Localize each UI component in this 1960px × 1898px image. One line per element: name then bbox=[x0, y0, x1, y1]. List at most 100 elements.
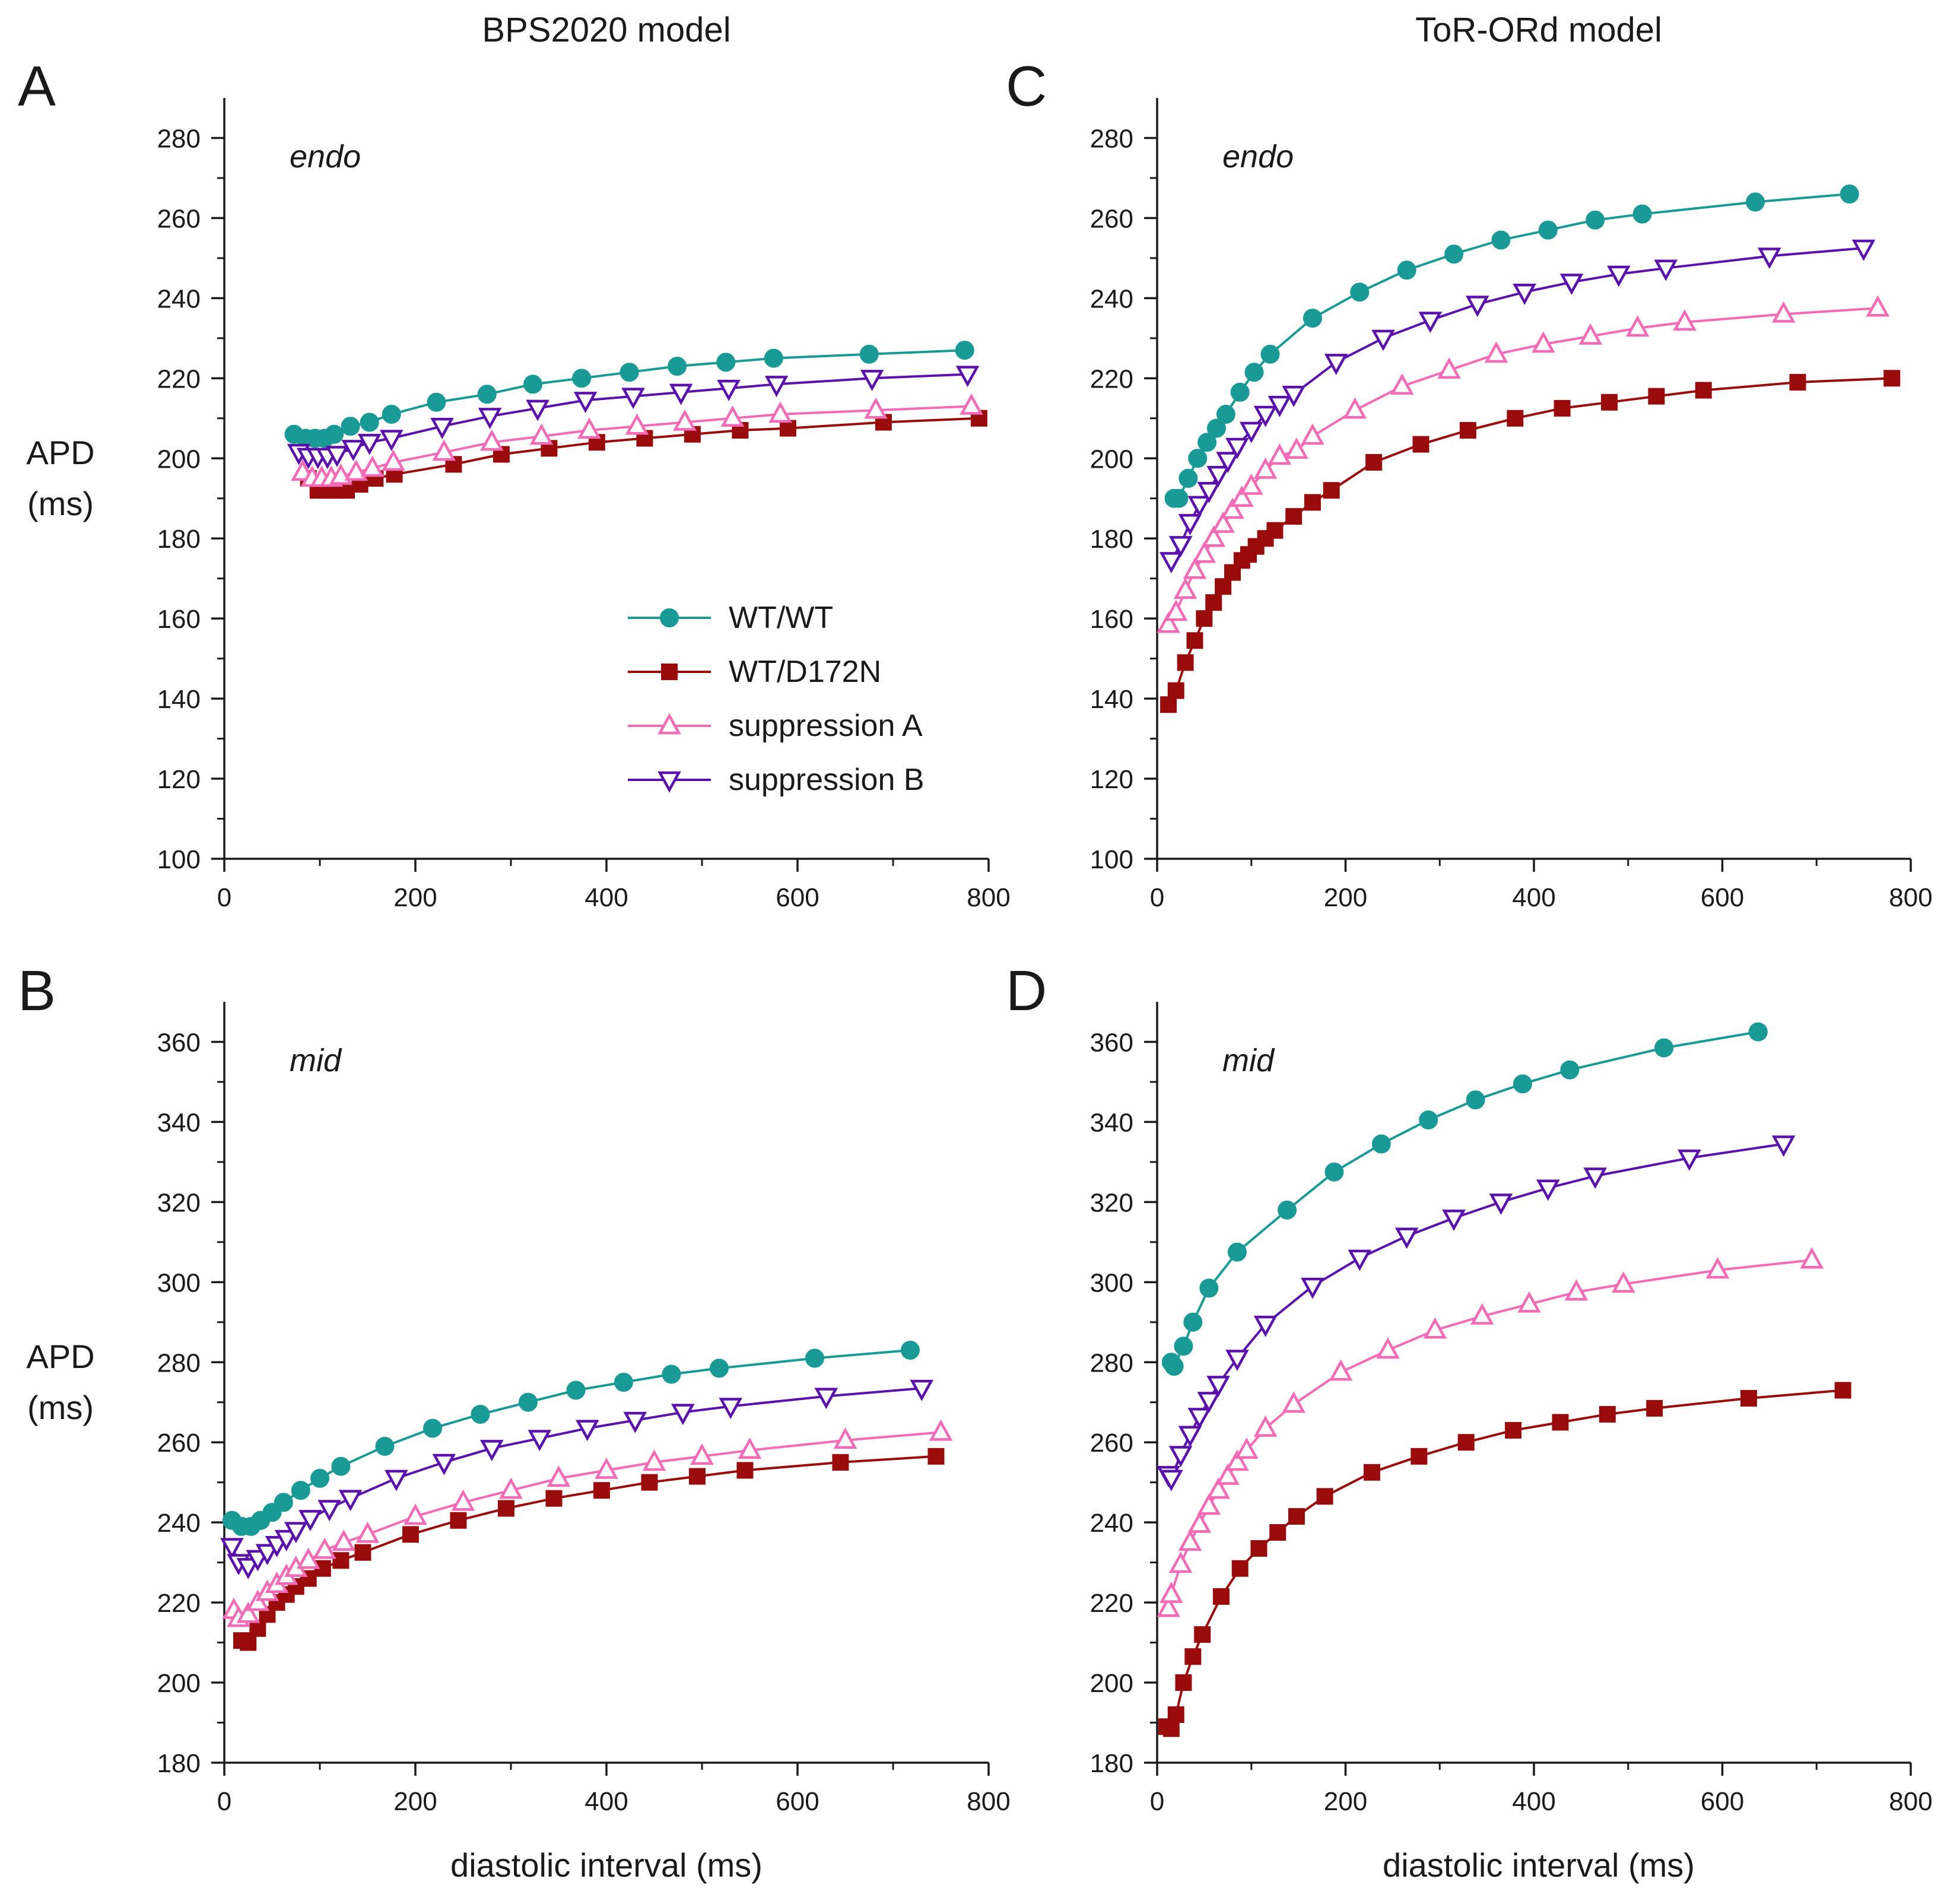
panel-c-point-wt-wt bbox=[1260, 344, 1280, 364]
panel-c-point-suppression-a bbox=[1285, 437, 1308, 459]
panel-a-point-suppression-b bbox=[430, 418, 454, 439]
panel-d-x-tick-label: 600 bbox=[1701, 1787, 1744, 1816]
panel-d-point-wt-wt bbox=[1174, 1337, 1193, 1356]
panel-b-point-suppression-b bbox=[338, 1490, 363, 1512]
panel-c-point-wt-d172n bbox=[1205, 594, 1222, 611]
panel-b-y-tick-label: 340 bbox=[157, 1108, 201, 1137]
panel-b-point-wt-d172n bbox=[688, 1468, 706, 1485]
panel-d-point-suppression-b bbox=[1394, 1227, 1419, 1249]
panel-d-point-wt-wt bbox=[1748, 1022, 1768, 1042]
panel-b-x-tick-label: 400 bbox=[584, 1787, 628, 1816]
panel-d-point-wt-wt bbox=[1560, 1060, 1580, 1080]
panel-d-point-suppression-b bbox=[1771, 1135, 1796, 1157]
panel-b-point-suppression-b bbox=[910, 1379, 934, 1401]
panel-c-point-wt-wt bbox=[1632, 204, 1652, 224]
panel-c-point-wt-wt bbox=[1840, 184, 1859, 204]
panel-b-y-tick-label: 320 bbox=[157, 1188, 201, 1217]
panel-a-point-suppression-a bbox=[344, 459, 368, 481]
panel-c-point-suppression-b bbox=[1607, 265, 1631, 287]
panel-d-point-suppression-b bbox=[1187, 1408, 1212, 1430]
legend-marker-suppression-a bbox=[657, 713, 681, 735]
panel-a-point-suppression-b bbox=[379, 430, 404, 452]
panel-c-y-tick-label: 200 bbox=[1090, 445, 1133, 474]
panel-b-y-tick-label: 260 bbox=[157, 1429, 201, 1458]
panel-a-annotation: endo bbox=[290, 139, 361, 174]
panel-c-point-suppression-a bbox=[1437, 357, 1461, 379]
panel-c-point-suppression-b bbox=[1168, 536, 1193, 557]
panel-d-point-wt-d172n bbox=[1316, 1488, 1333, 1505]
panel-b-point-suppression-a bbox=[547, 1465, 571, 1487]
panel-d-y-tick-label: 260 bbox=[1090, 1429, 1133, 1458]
panel-b-point-wt-wt bbox=[423, 1418, 442, 1438]
panel-c-point-suppression-a bbox=[1578, 323, 1603, 345]
panel-c-point-suppression-a bbox=[1164, 599, 1188, 621]
panel-d-point-suppression-a bbox=[1216, 1463, 1240, 1485]
panel-b-point-wt-wt bbox=[900, 1341, 920, 1360]
panel-c-point-wt-d172n bbox=[1160, 696, 1177, 713]
panel-c-point-suppression-b bbox=[1851, 239, 1876, 261]
panel-c-point-suppression-b bbox=[1654, 259, 1678, 281]
panel-a-y-tick-label: 100 bbox=[157, 845, 201, 874]
panel-c-point-wt-d172n bbox=[1266, 522, 1284, 539]
panel-c-point-suppression-b bbox=[1225, 437, 1249, 459]
column-title-right: ToR-ORd model bbox=[1415, 11, 1662, 49]
panel-b-point-suppression-b bbox=[432, 1453, 456, 1475]
panel-d-series-suppression-a bbox=[1157, 1247, 1824, 1617]
panel-c-y-tick-label: 260 bbox=[1090, 204, 1133, 233]
panel-b-point-wt-wt bbox=[805, 1348, 824, 1368]
panel-c-series-wt-wt bbox=[1164, 184, 1859, 508]
panel-letter-d: D bbox=[1006, 959, 1047, 1023]
panel-d-point-suppression-a bbox=[1178, 1529, 1202, 1551]
panel-b-point-suppression-a bbox=[246, 1589, 270, 1611]
panel-b-point-suppression-a bbox=[313, 1537, 336, 1559]
panel-c-point-suppression-b bbox=[1324, 354, 1348, 375]
panel-b-point-suppression-b bbox=[575, 1420, 599, 1442]
panel-b-point-suppression-a bbox=[404, 1503, 427, 1525]
panel-c-point-suppression-a bbox=[1268, 443, 1292, 465]
panel-letter-c: C bbox=[1006, 55, 1047, 118]
panel-d-point-suppression-a bbox=[1329, 1359, 1353, 1381]
panel-c-point-suppression-a bbox=[1771, 301, 1796, 323]
panel-b-point-wt-wt bbox=[274, 1493, 293, 1512]
panel-c-point-wt-wt bbox=[1197, 433, 1217, 452]
panel-c-point-wt-d172n bbox=[1167, 682, 1184, 699]
panel-d-point-wt-wt bbox=[1466, 1090, 1485, 1110]
panel-c-y-tick-label: 160 bbox=[1090, 605, 1133, 634]
panel-b-point-wt-d172n bbox=[545, 1490, 563, 1507]
panel-letter-b: B bbox=[18, 959, 56, 1023]
panel-a-point-suppression-a bbox=[673, 409, 697, 431]
panel-c-point-suppression-b bbox=[1239, 421, 1263, 443]
panel-c-x-tick-label: 800 bbox=[1889, 883, 1932, 912]
panel-a-point-suppression-a bbox=[768, 401, 792, 423]
panel-d-point-wt-d172n bbox=[1250, 1540, 1268, 1557]
panel-b-point-suppression-b bbox=[719, 1398, 743, 1420]
panel-a-point-suppression-b bbox=[764, 376, 789, 398]
panel-a-x-tick-label: 400 bbox=[584, 883, 628, 912]
panel-b-y-tick-label: 300 bbox=[157, 1268, 201, 1297]
panel-c-point-suppression-a bbox=[1484, 341, 1508, 363]
panel-d-point-suppression-a bbox=[1160, 1581, 1183, 1603]
panel-b-point-wt-d172n bbox=[641, 1474, 658, 1491]
panel-d-point-wt-d172n bbox=[1740, 1389, 1757, 1407]
panel-d-point-suppression-a bbox=[1235, 1437, 1259, 1459]
panel-d-point-wt-d172n bbox=[1288, 1508, 1305, 1525]
panel-c-point-wt-d172n bbox=[1883, 370, 1901, 387]
panel-d-point-wt-wt bbox=[1371, 1134, 1391, 1154]
panel-b-point-wt-d172n bbox=[450, 1512, 467, 1529]
panel-a-x-tick-label: 0 bbox=[217, 883, 231, 912]
panel-b-point-wt-wt bbox=[614, 1373, 633, 1392]
panel-b-y-tick-label: 220 bbox=[157, 1589, 201, 1618]
panel-a-point-suppression-b bbox=[955, 366, 980, 388]
panel-b-point-suppression-a bbox=[929, 1419, 953, 1441]
panel-d-point-wt-d172n bbox=[1231, 1560, 1249, 1577]
panel-a-y-tick-label: 160 bbox=[157, 605, 201, 634]
panel-d-series-suppression-b bbox=[1157, 1135, 1796, 1491]
panel-d-point-wt-d172n bbox=[1269, 1524, 1286, 1541]
panel-a-point-suppression-a bbox=[529, 423, 554, 445]
panel-d-point-suppression-a bbox=[1470, 1303, 1494, 1325]
panel-b-point-suppression-b bbox=[671, 1404, 695, 1426]
panel-b-point-wt-d172n bbox=[497, 1500, 514, 1517]
panel-c-point-suppression-b bbox=[1371, 329, 1395, 351]
panel-b-point-suppression-a bbox=[236, 1601, 261, 1623]
